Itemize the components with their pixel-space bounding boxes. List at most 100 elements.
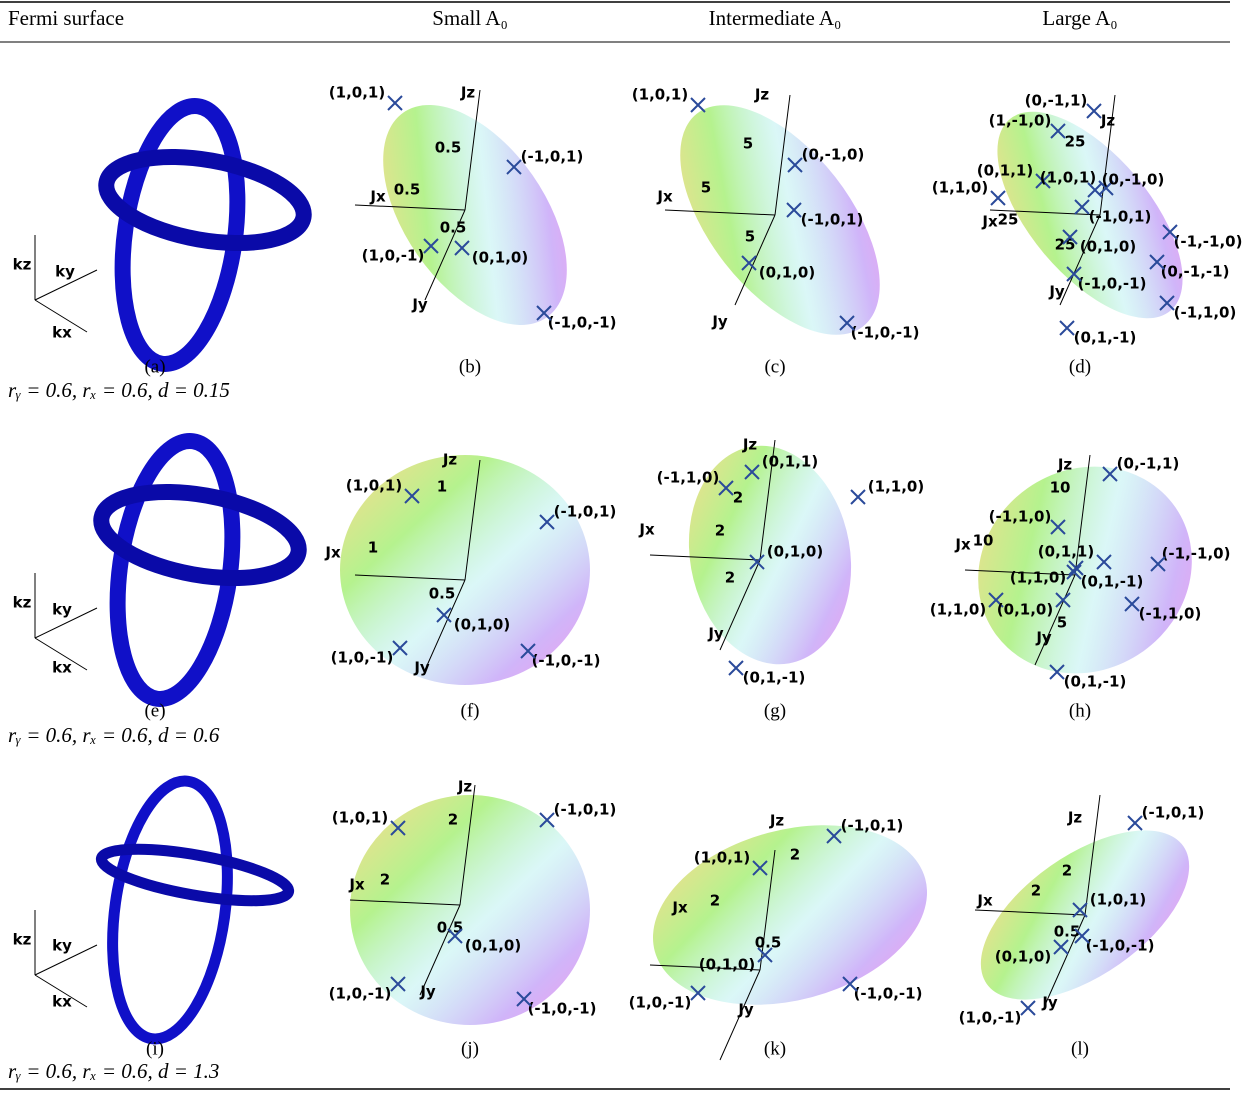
panel-label: Jx	[954, 536, 971, 554]
j-axes	[974, 794, 1101, 1006]
panel-label: Jz	[742, 436, 758, 454]
panel-label: 2	[1031, 882, 1041, 900]
panel-label: Jy	[411, 296, 428, 314]
panel-label: (-1,0,1)	[554, 801, 617, 819]
panel-label: 25	[998, 211, 1019, 229]
panel-label: (-1,0,-1)	[532, 652, 601, 670]
panel-label: (0,-1,1)	[1025, 92, 1088, 110]
fermi-ring	[107, 775, 233, 1045]
point-cross	[404, 488, 420, 504]
subfigure-caption: (f)	[461, 700, 480, 721]
panel-label: (-1,0,-1)	[851, 324, 920, 342]
fermi-ring	[98, 148, 312, 252]
axis-label: ky	[55, 263, 75, 281]
point-cross	[1049, 664, 1065, 680]
point-cross	[539, 812, 555, 828]
panel-label: Jy	[413, 659, 430, 677]
panel-label: Jy	[711, 313, 728, 331]
point-cross	[516, 991, 532, 1007]
panel-label: 10	[1050, 479, 1071, 497]
panel-label: (-1,0,1)	[801, 211, 864, 229]
panel-label: 0.5	[437, 919, 464, 937]
panel-label: Jz	[457, 778, 473, 796]
panel-label: (-1,1,0)	[1139, 605, 1202, 623]
panel-label: (0,1,-1)	[1074, 329, 1137, 347]
subfigure-caption: (e)	[144, 700, 165, 721]
panel-label: 10	[973, 532, 994, 550]
point-cross	[744, 464, 760, 480]
panel-label: (-1,0,1)	[841, 817, 904, 835]
point-cross	[1020, 1000, 1036, 1016]
panel-label: Jy	[1041, 994, 1058, 1012]
point-cross	[749, 554, 765, 570]
panel-label: Jy	[419, 983, 436, 1001]
spin-surface	[350, 795, 590, 1025]
point-cross	[757, 947, 773, 963]
panel-label: 0.5	[440, 219, 467, 237]
point-cross	[423, 238, 439, 254]
panel-label: (-1,0,-1)	[548, 314, 617, 332]
axis-label: kz	[13, 931, 32, 949]
panel-label: 1	[437, 478, 447, 496]
subfigure-caption: (l)	[1071, 1038, 1089, 1059]
panel-label: 5	[743, 135, 753, 153]
subfigure-caption: (i)	[146, 1038, 164, 1059]
panel-label: (0,-1,-1)	[1161, 263, 1230, 281]
header-cell: Intermediate A₀	[709, 6, 842, 30]
point-cross	[436, 607, 452, 623]
panel-label: (-1,0,1)	[1089, 208, 1152, 226]
panel-label: (0,1,0)	[454, 616, 510, 634]
fermi-ring	[93, 483, 307, 587]
panel-label: Jx	[638, 521, 655, 539]
point-cross	[1055, 592, 1071, 608]
j-axes	[354, 459, 481, 671]
panel-label: (-1,1,0)	[657, 469, 720, 487]
panel-label: Jx	[671, 899, 688, 917]
panel-label: Jy	[707, 625, 724, 643]
panel-label: (1,0,1)	[329, 84, 385, 102]
point-cross	[826, 828, 842, 844]
panel-label: (1,0,1)	[632, 86, 688, 104]
subfigure-caption: (c)	[764, 356, 785, 377]
spin-surface	[688, 445, 852, 665]
point-cross	[392, 640, 408, 656]
panel-label: Jx	[324, 544, 341, 562]
j-axes	[649, 439, 776, 651]
j-axes	[349, 784, 476, 996]
panel-label: 1	[368, 539, 378, 557]
panel-label: 2	[1062, 862, 1072, 880]
point-cross	[1162, 224, 1178, 240]
point-cross	[741, 255, 757, 271]
axis-label: ky	[52, 937, 72, 955]
point-cross	[990, 190, 1006, 206]
parameters: rᵧ = 0.6, rₓ = 0.6, d = 1.3	[8, 1059, 219, 1083]
panel-label: 2	[448, 811, 458, 829]
panel-label: Jy	[1048, 283, 1065, 301]
panel-label: (-1,-1,0)	[1174, 233, 1243, 251]
point-cross	[787, 157, 803, 173]
point-cross	[1053, 939, 1069, 955]
axis-label: kx	[52, 324, 72, 342]
fermi-axes	[34, 573, 98, 671]
spin-surface	[340, 455, 590, 685]
point-cross	[850, 489, 866, 505]
point-cross	[447, 928, 463, 944]
panel-label: (-1,-1,0)	[1162, 545, 1231, 563]
point-cross	[752, 860, 768, 876]
point-cross	[1124, 596, 1140, 612]
panel-label: 5	[1057, 614, 1067, 632]
point-cross	[988, 592, 1004, 608]
panel-label: (1,0,1)	[346, 477, 402, 495]
panel-label: (-1,0,-1)	[528, 1000, 597, 1018]
point-cross	[1074, 199, 1090, 215]
panel-label: Jz	[1100, 112, 1116, 130]
axis-label: ky	[52, 601, 72, 619]
subfigure-caption: (g)	[764, 700, 786, 721]
panel-label: Jx	[656, 188, 673, 206]
panel-label: (1,-1,0)	[989, 112, 1052, 130]
panel-label: (1,0,-1)	[329, 985, 392, 1003]
panel-label: (1,1,0)	[868, 478, 924, 496]
point-cross	[728, 660, 744, 676]
panel-label: (0,1,-1)	[1081, 573, 1144, 591]
